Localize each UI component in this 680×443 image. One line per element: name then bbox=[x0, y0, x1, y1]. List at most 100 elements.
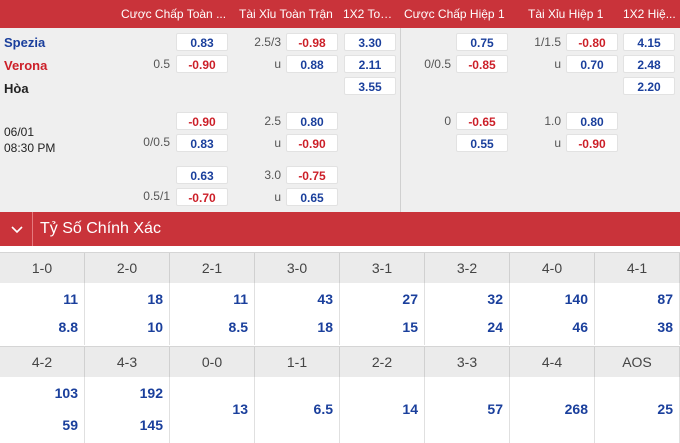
odds-cell[interactable]: 0.83 bbox=[176, 134, 228, 152]
score-odds-cell[interactable]: 43 18 bbox=[255, 283, 340, 345]
score-odds-away[interactable]: 59 bbox=[62, 417, 78, 433]
score-odds[interactable]: 6.5 bbox=[313, 401, 333, 417]
score-odds-home[interactable]: 27 bbox=[402, 291, 418, 307]
handicap-line: 0 bbox=[444, 114, 451, 128]
odds-cell[interactable]: 2.11 bbox=[344, 55, 396, 73]
odds-cell[interactable]: -0.65 bbox=[456, 112, 508, 130]
score-odds-cell[interactable]: 18 10 bbox=[85, 283, 170, 345]
col-h1-1x2[interactable]: 1X2 Hiệ... bbox=[623, 7, 676, 21]
odds-cell[interactable]: 4.15 bbox=[623, 33, 675, 51]
odds-cell[interactable]: -0.85 bbox=[456, 55, 508, 73]
score-odds-cell[interactable]: 27 15 bbox=[340, 283, 425, 345]
score-odds-home[interactable]: 140 bbox=[564, 291, 588, 307]
score-odds-home[interactable]: 18 bbox=[147, 291, 163, 307]
row-divider bbox=[0, 346, 680, 347]
odds-cell[interactable]: -0.90 bbox=[176, 55, 228, 73]
score-odds-away[interactable]: 46 bbox=[572, 319, 588, 335]
ou-under-label: u bbox=[274, 190, 281, 204]
score-label: 3-1 bbox=[340, 253, 425, 283]
ou-line: 1.0 bbox=[544, 114, 561, 128]
score-odds-away[interactable]: 10 bbox=[147, 319, 163, 335]
score-odds-home[interactable]: 11 bbox=[233, 291, 248, 307]
col-h1-handicap[interactable]: Cược Chấp Hiệp 1 bbox=[404, 7, 505, 21]
odds-cell[interactable]: 0.80 bbox=[286, 112, 338, 130]
score-odds-cell[interactable]: 11 8.5 bbox=[170, 283, 255, 345]
ou-line: 1/1.5 bbox=[534, 35, 561, 49]
odds-cell[interactable]: -0.80 bbox=[566, 33, 618, 51]
col-ft-handicap[interactable]: Cược Chấp Toàn ... bbox=[121, 7, 227, 21]
odds-cell[interactable]: -0.90 bbox=[176, 112, 228, 130]
score-odds-away[interactable]: 38 bbox=[657, 319, 673, 335]
score-odds-away[interactable]: 145 bbox=[139, 417, 163, 433]
chevron-down-icon[interactable] bbox=[8, 220, 26, 238]
score-odds-cell[interactable]: 11 8.8 bbox=[0, 283, 85, 345]
score-odds-home[interactable]: 11 bbox=[63, 291, 78, 307]
odds-cell[interactable]: 0.55 bbox=[456, 134, 508, 152]
score-odds[interactable]: 57 bbox=[487, 401, 503, 417]
score-odds-cell[interactable]: 103 59 bbox=[0, 377, 85, 443]
col-ft-1x2[interactable]: 1X2 Toà... bbox=[343, 7, 396, 21]
ou-under-label: u bbox=[554, 136, 561, 150]
score-odds-home[interactable]: 87 bbox=[657, 291, 673, 307]
odds-cell[interactable]: 3.30 bbox=[344, 33, 396, 51]
col-ft-over-under[interactable]: Tài Xỉu Toàn Trận bbox=[239, 7, 333, 21]
odds-cell[interactable]: 2.20 bbox=[623, 77, 675, 95]
odds-cell[interactable]: 0.75 bbox=[456, 33, 508, 51]
odds-cell[interactable]: -0.70 bbox=[176, 188, 228, 206]
score-odds-home[interactable]: 32 bbox=[487, 291, 503, 307]
odds-cell[interactable]: 0.65 bbox=[286, 188, 338, 206]
odds-header: Cược Chấp Toàn ... Tài Xỉu Toàn Trận 1X2… bbox=[0, 0, 680, 28]
score-label: 1-1 bbox=[255, 347, 340, 377]
odds-cell[interactable]: -0.90 bbox=[566, 134, 618, 152]
odds-cell[interactable]: -0.90 bbox=[286, 134, 338, 152]
odds-cell[interactable]: 0.63 bbox=[176, 166, 228, 184]
score-label: 3-0 bbox=[255, 253, 340, 283]
odds-cell[interactable]: -0.75 bbox=[286, 166, 338, 184]
odds-cell[interactable]: -0.98 bbox=[286, 33, 338, 51]
draw-label: Hòa bbox=[4, 81, 29, 96]
score-odds-home[interactable]: 43 bbox=[317, 291, 333, 307]
section-title: Tỷ Số Chính Xác bbox=[40, 220, 161, 237]
score-odds[interactable]: 13 bbox=[232, 401, 248, 417]
odds-cell[interactable]: 2.48 bbox=[623, 55, 675, 73]
score-odds[interactable]: 268 bbox=[564, 401, 588, 417]
odds-cell[interactable]: 0.70 bbox=[566, 55, 618, 73]
score-odds-away[interactable]: 18 bbox=[317, 319, 333, 335]
score-label: 3-2 bbox=[425, 253, 510, 283]
score-odds-cell[interactable]: 140 46 bbox=[510, 283, 595, 345]
score-odds[interactable]: 25 bbox=[657, 401, 673, 417]
odds-cell[interactable]: 0.88 bbox=[286, 55, 338, 73]
score-odds-away[interactable]: 15 bbox=[402, 319, 418, 335]
col-h1-over-under[interactable]: Tài Xỉu Hiệp 1 bbox=[528, 7, 604, 21]
score-odds-cell[interactable]: 57 bbox=[425, 377, 510, 443]
odds-cell[interactable]: 0.80 bbox=[566, 112, 618, 130]
score-label: 1-0 bbox=[0, 253, 85, 283]
score-odds-home[interactable]: 103 bbox=[54, 385, 78, 401]
handicap-line: 0.5 bbox=[153, 57, 170, 71]
score-odds-away[interactable]: 8.8 bbox=[58, 319, 78, 335]
score-odds-cell[interactable]: 13 bbox=[170, 377, 255, 443]
score-odds-cell[interactable]: 14 bbox=[340, 377, 425, 443]
score-label: AOS bbox=[595, 347, 680, 377]
ou-under-label: u bbox=[274, 136, 281, 150]
score-odds-away[interactable]: 24 bbox=[487, 319, 503, 335]
score-label: 3-3 bbox=[425, 347, 510, 377]
score-odds-home[interactable]: 192 bbox=[139, 385, 163, 401]
ou-line: 2.5 bbox=[264, 114, 281, 128]
score-odds-cell[interactable]: 192 145 bbox=[85, 377, 170, 443]
odds-cell[interactable]: 0.83 bbox=[176, 33, 228, 51]
score-odds-away[interactable]: 8.5 bbox=[228, 319, 248, 335]
score-odds-cell[interactable]: 268 bbox=[510, 377, 595, 443]
odds-cell[interactable]: 3.55 bbox=[344, 77, 396, 95]
score-label: 2-1 bbox=[170, 253, 255, 283]
divider bbox=[32, 212, 33, 246]
score-odds-cell[interactable]: 6.5 bbox=[255, 377, 340, 443]
correct-score-header[interactable]: Tỷ Số Chính Xác bbox=[0, 212, 680, 246]
score-odds-cell[interactable]: 32 24 bbox=[425, 283, 510, 345]
divider bbox=[400, 28, 401, 212]
score-odds-cell[interactable]: 87 38 bbox=[595, 283, 680, 345]
score-odds-cell[interactable]: 25 bbox=[595, 377, 680, 443]
ou-under-label: u bbox=[554, 57, 561, 71]
score-odds[interactable]: 14 bbox=[402, 401, 418, 417]
score-label: 2-2 bbox=[340, 347, 425, 377]
